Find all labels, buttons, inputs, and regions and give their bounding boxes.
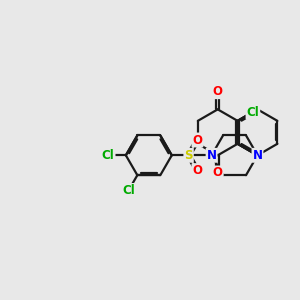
Text: Cl: Cl	[122, 184, 135, 197]
Text: N: N	[253, 149, 262, 162]
Text: O: O	[192, 164, 203, 177]
Text: O: O	[213, 85, 223, 98]
Text: O: O	[192, 134, 203, 146]
Text: O: O	[213, 167, 223, 179]
Text: Cl: Cl	[102, 149, 115, 162]
Text: N: N	[207, 149, 217, 162]
Text: Cl: Cl	[247, 106, 259, 118]
Text: S: S	[184, 149, 193, 162]
